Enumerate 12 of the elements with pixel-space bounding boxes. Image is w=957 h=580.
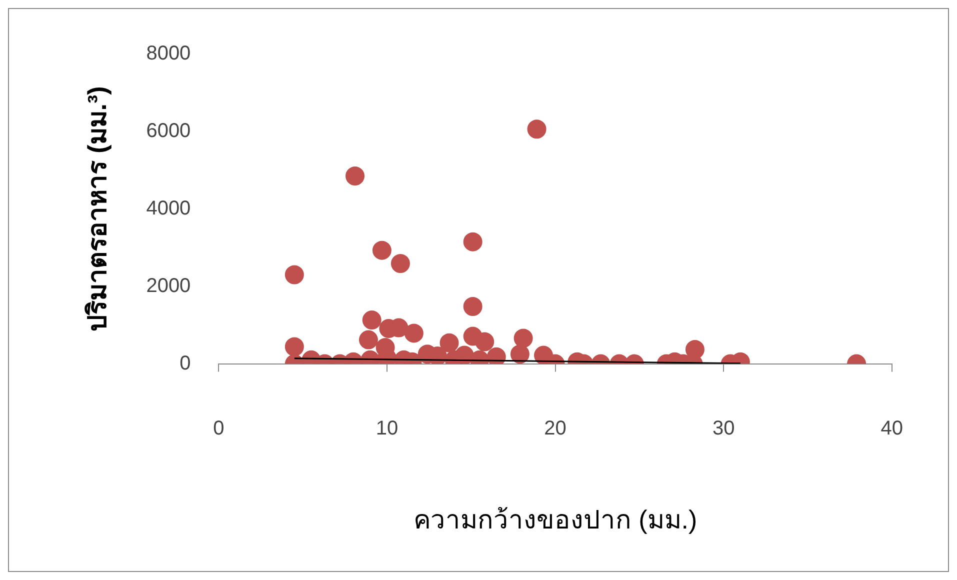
x-tick-label: 20 (544, 417, 566, 440)
y-axis-title: ปริมาตรอาหาร (มม.³) (82, 86, 112, 332)
y-tick-label: 2000 (146, 274, 191, 297)
x-tick-label: 30 (712, 417, 735, 440)
y-tick-label: 6000 (146, 120, 191, 142)
x-axis-title: ความกว้างของปาก (มม.) (413, 504, 698, 535)
y-tick-label: 4000 (146, 197, 191, 220)
y-tick-label: 0 (180, 352, 191, 374)
x-tick-label: 10 (376, 417, 398, 440)
x-tick-label: 40 (880, 417, 903, 440)
x-tick-label: 0 (213, 417, 224, 440)
y-tick-label: 8000 (146, 42, 191, 65)
